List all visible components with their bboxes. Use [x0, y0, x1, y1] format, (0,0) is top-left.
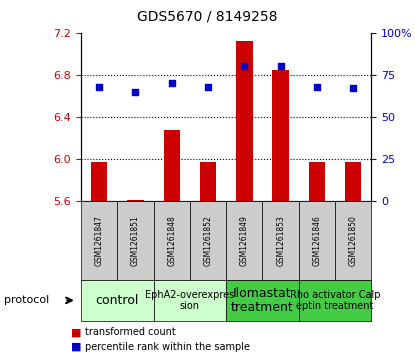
Bar: [309, 162, 325, 201]
Text: transformed count: transformed count: [85, 327, 176, 337]
Text: GSM1261853: GSM1261853: [276, 215, 285, 266]
Text: ■: ■: [71, 342, 81, 352]
Text: percentile rank within the sample: percentile rank within the sample: [85, 342, 250, 352]
Point: [205, 84, 211, 90]
Text: GSM1261851: GSM1261851: [131, 215, 140, 266]
Bar: [127, 200, 144, 201]
Bar: [164, 130, 180, 201]
Bar: [273, 70, 289, 201]
Text: GSM1261849: GSM1261849: [240, 215, 249, 266]
Text: EphA2-overexpres
sion: EphA2-overexpres sion: [145, 290, 234, 311]
Text: control: control: [95, 294, 139, 307]
Text: GSM1261847: GSM1261847: [95, 215, 104, 266]
Point: [350, 85, 356, 91]
Text: ■: ■: [71, 327, 81, 337]
Point: [241, 64, 248, 69]
Point: [132, 89, 139, 95]
Text: Rho activator Calp
eptin treatment: Rho activator Calp eptin treatment: [290, 290, 381, 311]
Point: [314, 84, 320, 90]
Text: GSM1261852: GSM1261852: [203, 215, 212, 266]
Text: GSM1261850: GSM1261850: [349, 215, 358, 266]
Text: Ilomastat
treatment: Ilomastat treatment: [231, 287, 294, 314]
Bar: [236, 41, 252, 201]
Text: GSM1261846: GSM1261846: [312, 215, 322, 266]
Bar: [200, 162, 216, 201]
Bar: [91, 162, 107, 201]
Point: [96, 84, 103, 90]
Text: GSM1261848: GSM1261848: [167, 215, 176, 266]
Text: GDS5670 / 8149258: GDS5670 / 8149258: [137, 9, 278, 23]
Bar: [345, 162, 361, 201]
Text: protocol: protocol: [4, 295, 49, 305]
Point: [168, 80, 175, 86]
Point: [277, 64, 284, 69]
